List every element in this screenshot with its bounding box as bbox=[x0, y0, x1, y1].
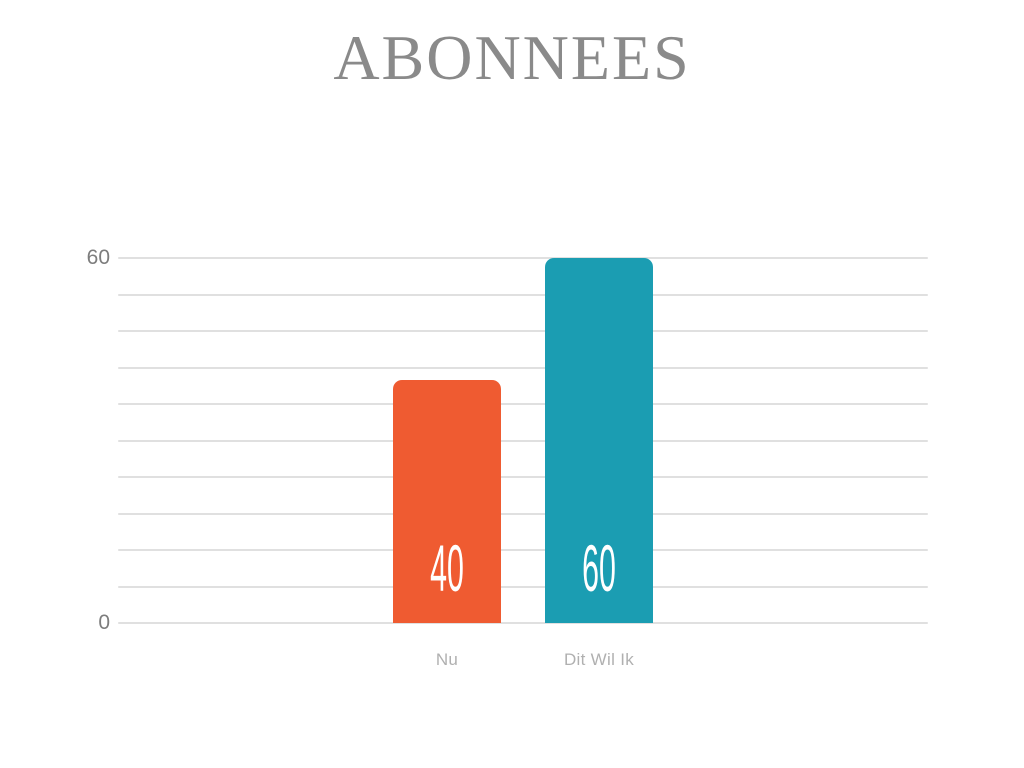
category-label: Dit Wil Ik bbox=[563, 650, 635, 669]
y-axis-tick-label: 60 bbox=[86, 246, 110, 269]
bar-value-label: 40 bbox=[430, 531, 464, 605]
bar-nu: 40 bbox=[393, 379, 501, 623]
gridline bbox=[118, 366, 928, 369]
gridline bbox=[118, 403, 928, 405]
bar-value-label: 60 bbox=[582, 531, 616, 605]
gridline bbox=[118, 622, 928, 624]
gridline bbox=[118, 512, 928, 515]
plot-area: 40 60 bbox=[118, 257, 928, 624]
bar-dit-wil-ik: 60 bbox=[545, 258, 653, 623]
chart-title: ABONNEES bbox=[333, 22, 691, 93]
gridline bbox=[118, 293, 928, 296]
gridline bbox=[118, 439, 928, 442]
gridline bbox=[118, 330, 928, 332]
gridline bbox=[118, 257, 928, 259]
category-label: Nu bbox=[435, 650, 459, 669]
gridline bbox=[118, 549, 928, 551]
y-axis-tick-label: 0 bbox=[98, 611, 110, 634]
gridline bbox=[118, 585, 928, 588]
gridline bbox=[118, 476, 928, 478]
